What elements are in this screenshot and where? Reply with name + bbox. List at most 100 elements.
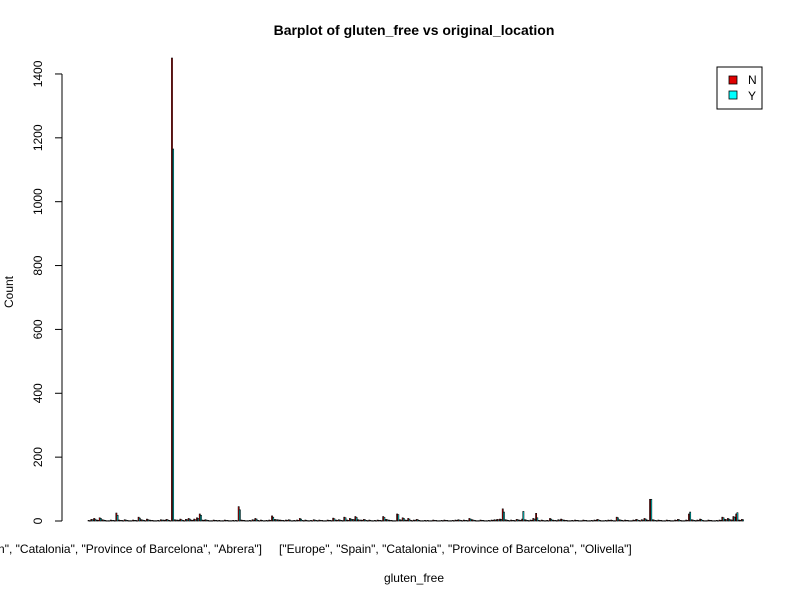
bar-y <box>141 519 144 522</box>
bar-y <box>422 520 425 522</box>
bar-y <box>258 520 261 522</box>
bar-y <box>591 520 594 522</box>
bar-y <box>402 518 405 522</box>
legend-box <box>716 66 763 110</box>
bar-y <box>397 514 400 522</box>
bar-y <box>633 520 636 522</box>
bar-y <box>144 520 147 522</box>
bar-y <box>736 512 739 522</box>
bar-y <box>522 511 525 522</box>
bar-y <box>639 520 642 522</box>
bar-y <box>711 520 714 522</box>
x-category-labels: ["Europe", "Spain", "Catalonia", "Provin… <box>0 542 632 556</box>
bar-y <box>580 520 583 522</box>
bar-y <box>372 520 375 522</box>
bar-y <box>380 520 383 522</box>
bar-y <box>692 519 694 522</box>
bar-y <box>658 520 661 522</box>
bar-y <box>541 520 544 522</box>
bar-y <box>225 520 227 522</box>
bar-y <box>216 520 219 522</box>
bar-y <box>244 520 247 522</box>
bar-y <box>286 520 288 522</box>
legend-label-y: Y <box>748 89 756 103</box>
bar-y <box>391 520 394 522</box>
bars-group <box>87 57 744 522</box>
bar-y <box>708 520 711 522</box>
bar-y <box>377 520 380 522</box>
bar-y <box>450 520 452 522</box>
bar-y <box>252 519 255 522</box>
bar-y <box>661 520 664 522</box>
bar-y <box>91 519 94 522</box>
bar-y <box>703 520 705 522</box>
bar-y <box>97 520 99 522</box>
bar-y <box>136 520 138 522</box>
bar-y <box>341 520 344 522</box>
bar-y <box>411 520 414 522</box>
bar-y <box>333 518 336 522</box>
bar-y <box>444 520 447 522</box>
bar-y <box>427 520 430 522</box>
chart-title: Barplot of gluten_free vs original_locat… <box>274 22 555 38</box>
y-tick-label: 1200 <box>31 124 45 151</box>
bar-y <box>361 520 364 522</box>
bar-y <box>486 520 489 522</box>
bar-y <box>539 520 541 522</box>
bar-y <box>236 520 238 522</box>
bar-y <box>122 520 124 522</box>
bar-y <box>717 520 719 522</box>
y-tick-label: 1000 <box>31 188 45 215</box>
bar-y <box>111 520 113 522</box>
bar-y <box>603 520 605 522</box>
bar-y <box>355 517 358 522</box>
bar-y <box>172 148 175 522</box>
bar-y <box>316 520 319 522</box>
bar-y <box>414 520 416 522</box>
bar-y <box>583 520 586 522</box>
bar-y <box>272 516 275 522</box>
bar-y <box>503 511 505 522</box>
bar-y <box>330 520 333 522</box>
bar-y <box>416 519 419 522</box>
bar-y <box>491 520 494 522</box>
bar-y <box>536 517 539 522</box>
bar-y <box>383 517 386 522</box>
bar-y <box>277 519 280 522</box>
bar-y <box>213 520 216 522</box>
bar-y <box>152 520 155 522</box>
bar-y <box>455 520 458 522</box>
bar-y <box>550 518 553 522</box>
bar-y <box>547 520 550 522</box>
bar-y <box>625 520 628 522</box>
bar-y <box>728 518 730 522</box>
bar-y <box>166 519 169 522</box>
bar-y <box>266 520 269 522</box>
bar-y <box>433 520 436 522</box>
legend: N Y <box>716 66 763 110</box>
y-tick-label: 600 <box>31 319 45 339</box>
bar-y <box>594 520 597 522</box>
bar-y <box>497 519 500 522</box>
bar-y <box>105 520 108 522</box>
bar-y <box>628 520 630 522</box>
bar-y <box>389 520 391 522</box>
bar-y <box>405 520 408 522</box>
bar-y <box>408 518 411 522</box>
y-tick-label: 1400 <box>31 60 45 87</box>
bar-y <box>566 520 569 522</box>
bar-y <box>202 520 205 522</box>
bar-y <box>555 520 558 522</box>
bar-y <box>636 519 639 522</box>
bar-y <box>508 520 511 522</box>
bar-y <box>742 519 744 522</box>
bar-y <box>575 520 578 522</box>
bar-y <box>664 520 667 522</box>
bar-y <box>364 519 366 522</box>
bar-y <box>680 520 683 522</box>
bar-y <box>650 498 653 522</box>
bar-y <box>188 518 191 522</box>
bar-y <box>186 519 188 522</box>
bar-y <box>280 520 283 522</box>
bar-y <box>494 519 497 522</box>
